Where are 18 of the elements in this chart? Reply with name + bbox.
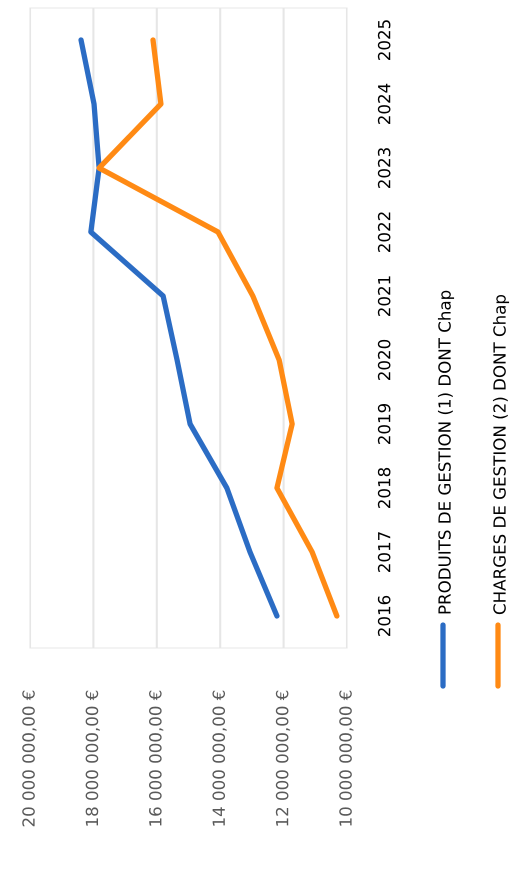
- x-tick-label: 16 000 000,00 €: [149, 690, 164, 826]
- text: PRODUITS DE GESTION (1) DONT Chap: [438, 290, 454, 614]
- y-tick-label: 2018: [378, 468, 390, 508]
- y-tick-label: 2022: [378, 212, 390, 252]
- y-tick-label: 2025: [378, 20, 390, 60]
- y-tick-label: 2021: [378, 276, 390, 316]
- x-tick-label: 10 000 000,00 €: [339, 690, 354, 826]
- y-tick-label: 2016: [378, 596, 390, 636]
- y-tick-label: 2020: [378, 340, 390, 380]
- y-tick-label: 2017: [378, 532, 390, 572]
- x-tick-label: 20 000 000,00 €: [22, 690, 37, 826]
- text: CHARGES DE GESTION (2) DONT Chap: [492, 294, 510, 614]
- x-tick-label: 14 000 000,00 €: [212, 690, 227, 826]
- y-tick-label: 2024: [378, 84, 390, 124]
- x-tick-label: 18 000 000,00 €: [86, 690, 100, 826]
- x-tick-label: 12 000 000,00 €: [276, 690, 290, 826]
- y-tick-label: 2023: [378, 148, 390, 188]
- y-tick-label: 2019: [378, 404, 390, 444]
